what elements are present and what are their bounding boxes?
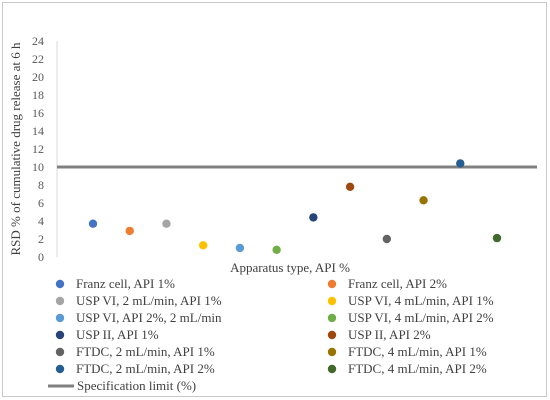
legend-marker xyxy=(327,313,337,323)
y-tick-label: 0 xyxy=(38,250,44,264)
x-axis-title: Apparatus type, API % xyxy=(230,260,350,275)
legend-item: FTDC, 4 mL/min, API 2% xyxy=(327,361,487,376)
legend-label: FTDC, 4 mL/min, API 1% xyxy=(348,344,487,359)
data-point xyxy=(309,213,318,222)
data-point xyxy=(235,243,245,253)
legend-item: USP VI, 4 mL/min, API 2% xyxy=(327,310,494,325)
legend-label: Franz cell, API 2% xyxy=(348,276,447,291)
legend-item: USP II, API 1% xyxy=(55,327,159,342)
data-point xyxy=(198,241,208,250)
legend-label: USP VI, 2 mL/min, API 1% xyxy=(76,293,222,308)
legend-item-specification-limit: Specification limit (%) xyxy=(48,378,196,393)
legend-marker xyxy=(55,279,65,289)
legend-item: USP VI, 4 mL/min, API 1% xyxy=(327,293,494,308)
legend-label: USP II, API 2% xyxy=(348,327,431,342)
legend-label: USP VI, 4 mL/min, API 1% xyxy=(348,293,494,308)
legend-label: FTDC, 4 mL/min, API 2% xyxy=(348,361,487,376)
y-tick-label: 18 xyxy=(32,88,44,102)
data-point xyxy=(419,196,428,205)
legend-item: USP II, API 2% xyxy=(327,327,431,342)
data-points xyxy=(88,159,502,254)
legend-marker xyxy=(327,347,337,357)
legend-item: Franz cell, API 1% xyxy=(55,276,175,291)
legend-marker xyxy=(55,313,65,323)
y-tick-label: 22 xyxy=(32,52,44,66)
legend-marker xyxy=(55,330,65,340)
legend-item: USP VI, API 2%, 2 mL/min xyxy=(55,310,222,325)
data-point xyxy=(272,245,281,254)
legend-label: USP VI, 4 mL/min, API 2% xyxy=(348,310,494,325)
y-tick-label: 10 xyxy=(32,160,44,174)
legend-label: USP VI, API 2%, 2 mL/min xyxy=(76,310,222,325)
legend-marker xyxy=(327,364,337,374)
legend-label: FTDC, 2 mL/min, API 2% xyxy=(76,361,215,376)
y-tick-label: 2 xyxy=(38,232,44,246)
data-point xyxy=(162,219,171,228)
data-point xyxy=(125,226,134,236)
data-point xyxy=(345,182,355,191)
legend-item: USP VI, 2 mL/min, API 1% xyxy=(55,293,222,308)
legend-item: FTDC, 2 mL/min, API 1% xyxy=(55,344,215,359)
legend-marker xyxy=(327,330,337,340)
legend-item: FTDC, 2 mL/min, API 2% xyxy=(55,361,215,376)
legend-label: Franz cell, API 1% xyxy=(76,276,175,291)
y-tick-label: 14 xyxy=(32,124,44,138)
y-axis-title: RSD % of cumulative drug release at 6 h xyxy=(8,42,23,255)
legend: Franz cell, API 1% Franz cell, API 2% USP … xyxy=(48,276,494,393)
y-tick-label: 12 xyxy=(32,142,44,156)
legend-label: USP II, API 1% xyxy=(76,327,159,342)
y-tick-label: 20 xyxy=(32,70,44,84)
y-tick-label: 4 xyxy=(38,214,44,228)
legend-label: Specification limit (%) xyxy=(77,378,196,393)
data-point xyxy=(382,234,392,244)
legend-marker xyxy=(327,296,337,306)
legend-item: Franz cell, API 2% xyxy=(327,276,447,291)
legend-marker xyxy=(327,279,337,289)
data-point xyxy=(456,159,465,168)
data-point xyxy=(492,233,502,243)
y-tick-label: 8 xyxy=(38,178,44,192)
legend-marker xyxy=(55,296,65,306)
legend-item: FTDC, 4 mL/min, API 1% xyxy=(327,344,487,359)
y-tick-label: 16 xyxy=(32,106,44,120)
legend-marker xyxy=(55,347,65,357)
data-point xyxy=(88,219,98,228)
legend-label: FTDC, 2 mL/min, API 1% xyxy=(76,344,215,359)
y-tick-label: 24 xyxy=(32,34,44,48)
legend-marker xyxy=(55,364,65,374)
y-tick-label: 6 xyxy=(38,196,44,210)
chart-frame xyxy=(2,2,547,397)
